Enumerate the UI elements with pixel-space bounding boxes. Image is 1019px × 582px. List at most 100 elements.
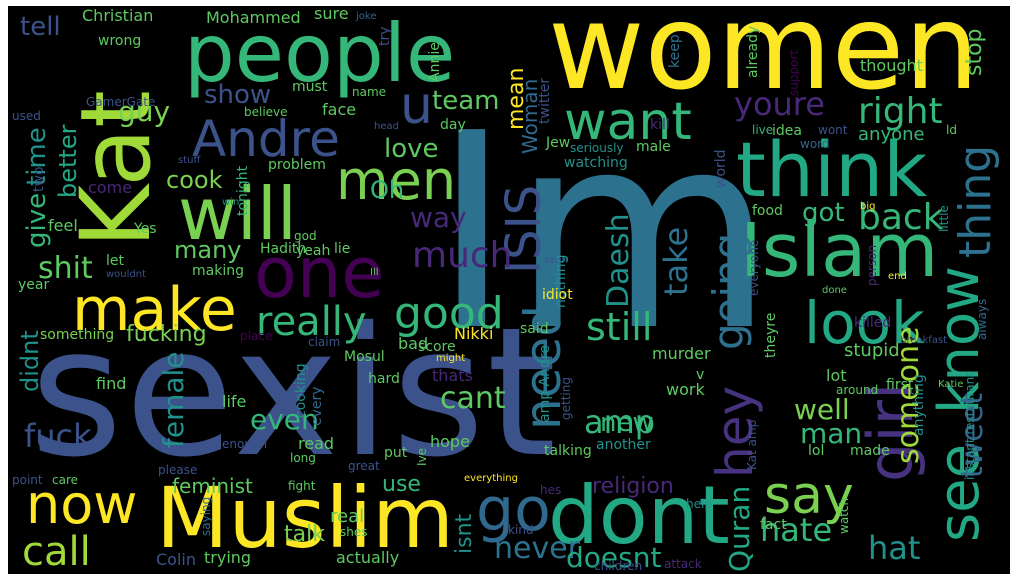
- word-theyre: theyre: [763, 312, 779, 358]
- word-person: person: [865, 244, 879, 286]
- word-seriously: seriously: [570, 141, 624, 155]
- word-isnt: isnt: [452, 513, 477, 554]
- word-kat-amp: Kat amp: [745, 419, 759, 470]
- word-breakfast: breakfast: [900, 335, 948, 346]
- word-find: find: [96, 374, 127, 393]
- word-cook: cook: [166, 166, 223, 194]
- word-thats: thats: [432, 366, 473, 385]
- word-anything: anything: [911, 374, 927, 436]
- word-thought: thought: [860, 56, 923, 75]
- word-idea: idea: [772, 123, 802, 139]
- word-saying: saying: [199, 496, 213, 536]
- word-ill: Ill: [370, 267, 379, 278]
- word-tell: tell: [20, 12, 61, 42]
- word-wont: wont: [818, 123, 848, 137]
- word-tonight: tonight: [235, 165, 251, 216]
- word-going: going: [704, 232, 753, 350]
- word-said: said: [520, 321, 549, 337]
- word-hadith: Hadith: [260, 241, 307, 257]
- word-twitter: twitter: [537, 77, 553, 124]
- word-cooking: cooking: [293, 363, 309, 418]
- word-let: let: [106, 253, 124, 269]
- word-colin: Colin: [156, 550, 196, 569]
- word-great: great: [348, 459, 380, 473]
- word-feel: feel: [48, 216, 78, 235]
- word-hate: hate: [760, 511, 833, 549]
- word-wouldnt: wouldnt: [106, 269, 147, 280]
- word-kill: kill: [650, 117, 670, 133]
- word-day: day: [440, 117, 466, 133]
- word-new: new: [600, 408, 654, 438]
- word-big: big: [860, 201, 876, 212]
- word-stuff: stuff: [178, 155, 201, 166]
- word-fuck: fuck: [24, 417, 92, 455]
- word-fact: fact: [760, 517, 787, 533]
- word-hard: hard: [368, 371, 400, 387]
- word-love: love: [384, 134, 439, 164]
- word-thing: thing: [950, 144, 1001, 258]
- word-fight: fight: [288, 479, 316, 493]
- word-getting: getting: [559, 377, 573, 420]
- word-lot: lot: [826, 366, 847, 385]
- word-must: must: [292, 79, 328, 95]
- word-hes: hes: [540, 483, 562, 497]
- word-say: say: [764, 466, 854, 526]
- word-didnt: didnt: [16, 330, 44, 392]
- word-done: done: [822, 285, 847, 296]
- word-god: god: [294, 229, 317, 243]
- word-something: something: [40, 327, 115, 343]
- word-believe: believe: [244, 105, 288, 119]
- word-care: care: [52, 473, 79, 487]
- word-joke: joke: [356, 11, 377, 22]
- word-put: put: [384, 445, 408, 461]
- word-still: still: [586, 305, 653, 349]
- word-end: end: [888, 271, 907, 282]
- word-talk: talk: [284, 522, 325, 547]
- word-two: two: [31, 166, 47, 192]
- word-long: long: [290, 451, 316, 465]
- word-try: try: [377, 26, 393, 46]
- word-world: world: [713, 149, 729, 188]
- word-murder: murder: [652, 344, 711, 363]
- word-shes: shes: [340, 525, 368, 539]
- word-might: might: [436, 353, 466, 364]
- word-women: women: [548, 6, 980, 116]
- word-problem: problem: [268, 157, 326, 173]
- word-sexist: sexist: [30, 289, 559, 496]
- word-come: come: [88, 178, 133, 197]
- word-look: look: [804, 289, 925, 357]
- word-jew: Jew: [546, 135, 571, 151]
- word-ive: Ive: [415, 447, 429, 466]
- word-men: men: [336, 149, 457, 212]
- word-another: another: [596, 437, 651, 453]
- word-used: used: [12, 109, 41, 123]
- word-support: support: [787, 49, 801, 96]
- word-claim: claim: [308, 335, 341, 349]
- word-stupid: stupid: [844, 340, 900, 361]
- word-lol: lol: [808, 443, 825, 459]
- word-kind: kind: [508, 523, 534, 537]
- word-sure: sure: [314, 6, 349, 23]
- word-ld: ld: [946, 123, 957, 137]
- word-male: male: [636, 139, 671, 155]
- word-face: face: [322, 100, 357, 119]
- word-im: Im: [432, 75, 775, 390]
- word-anyone: anyone: [858, 124, 925, 145]
- word-think: think: [736, 125, 928, 214]
- word-take: take: [657, 226, 695, 296]
- word-andre: Andre: [192, 110, 340, 168]
- word-v: v: [696, 367, 705, 383]
- word-head: head: [374, 121, 399, 132]
- word-word: word: [800, 137, 830, 151]
- word-cant: cant: [440, 381, 506, 416]
- word-amp: amp: [584, 403, 656, 441]
- word-idiot: idiot: [542, 287, 573, 303]
- word-watching: watching: [564, 155, 628, 171]
- word-yes: Yes: [134, 221, 157, 237]
- word-youre: youre: [734, 85, 825, 123]
- word-shit: shit: [38, 251, 93, 286]
- word-everything: everything: [464, 473, 518, 484]
- word-team: team: [432, 86, 500, 116]
- word-score: score: [418, 339, 456, 355]
- word-give: give: [22, 192, 52, 248]
